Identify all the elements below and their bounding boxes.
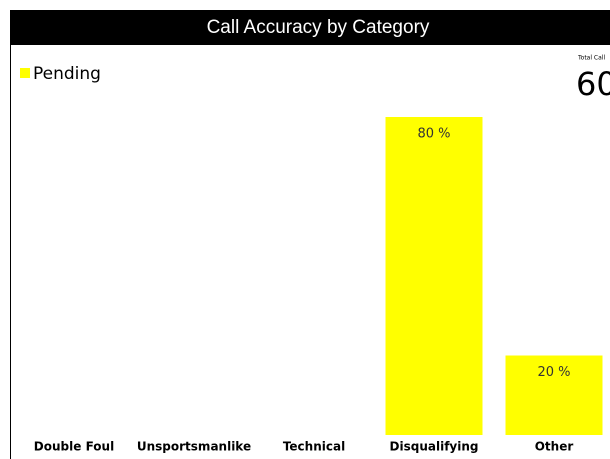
value-label: 20 % (537, 365, 570, 380)
total-label: Total Call (577, 55, 605, 62)
x-tick-label: Unsportsmanlike (137, 440, 251, 454)
legend-label: Pending (33, 64, 101, 84)
bar (505, 355, 603, 435)
legend-swatch (20, 68, 30, 78)
value-label: 80 % (417, 127, 450, 142)
x-tick-label: Disqualifying (390, 440, 479, 454)
title-bar (10, 10, 610, 45)
x-tick-label: Double Foul (34, 440, 114, 454)
total-value: 60 (576, 65, 610, 103)
chart-title: Call Accuracy by Category (207, 17, 430, 38)
x-tick-label: Technical (283, 440, 345, 454)
bar (385, 117, 483, 435)
x-tick-label: Other (535, 440, 574, 454)
